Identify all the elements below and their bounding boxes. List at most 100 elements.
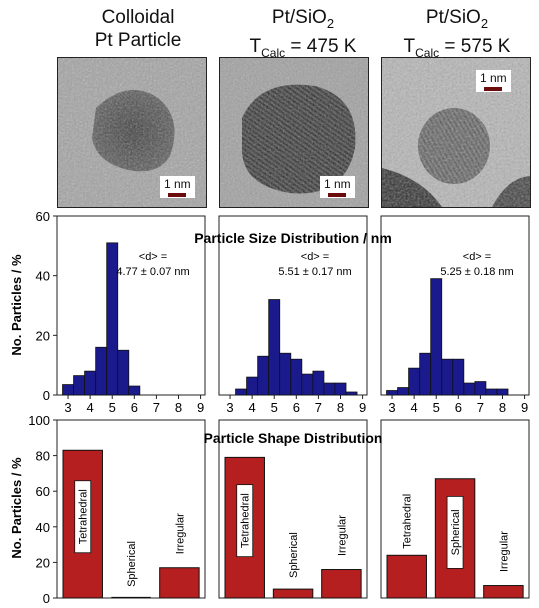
tem-micrograph [382, 58, 530, 207]
shape-chart-title: Particle Shape Distribution [204, 430, 383, 446]
category-label: Irregular [174, 513, 186, 554]
column-title-3-line1: Pt/SiO2 [425, 7, 489, 31]
x-tick-label: 9 [359, 400, 366, 415]
category-label: Irregular [498, 531, 510, 572]
tem-image-475k: 1 nm [219, 57, 369, 208]
x-tick-label: 6 [455, 400, 462, 415]
shape-bar [272, 588, 314, 599]
size-mean-label: <d> = [301, 251, 329, 263]
size-bar [290, 358, 303, 396]
shape-bar [386, 554, 427, 599]
size-mean-label: <d> = [139, 251, 167, 263]
category-label: Tetrahedral [240, 493, 252, 548]
size-bar [345, 391, 358, 396]
size-bar [397, 387, 410, 396]
size-bar [128, 385, 141, 396]
tem-micrograph [220, 58, 368, 207]
size-bar [257, 355, 270, 396]
x-tick-label: 7 [315, 400, 322, 415]
category-label: Tetrahedral [402, 494, 414, 549]
scale-bar-2: 1 nm [320, 176, 355, 198]
category-label: Spherical [126, 541, 138, 587]
size-mean-value: 5.25 ± 0.18 nm [440, 266, 513, 278]
column-title-1-line1: Colloidal [101, 7, 175, 28]
shape-y-axis-label: No. Particles / % [9, 457, 24, 559]
size-panel-frame-1 [56, 215, 206, 396]
size-bar [452, 358, 465, 396]
size-bar [474, 381, 487, 396]
x-tick-label: 6 [131, 400, 138, 415]
size-bar [463, 382, 476, 396]
shape-bar [321, 569, 362, 599]
y-tick-label: 20 [36, 555, 50, 570]
size-bar [408, 367, 421, 396]
y-tick-label: 80 [36, 449, 50, 464]
size-bar [279, 352, 292, 396]
x-tick-label: 8 [337, 400, 344, 415]
size-bar [84, 370, 97, 396]
x-tick-label: 3 [388, 400, 395, 415]
category-label: Tetrahedral [78, 489, 90, 544]
column-title-3-line2: TCalc = 575 K [403, 35, 511, 60]
shape-bar [483, 585, 524, 599]
column-title-1: Colloidal Pt Particle [53, 6, 223, 52]
x-tick-label: 4 [87, 400, 94, 415]
size-bar [323, 382, 336, 396]
x-tick-label: 9 [197, 400, 204, 415]
column-title-1-line2: Pt Particle [94, 30, 182, 51]
size-mean-value: 4.77 ± 0.07 nm [116, 266, 189, 278]
x-tick-label: 5 [433, 400, 440, 415]
y-tick-label: 40 [36, 520, 50, 535]
x-tick-label: 5 [109, 400, 116, 415]
category-label: Spherical [288, 532, 300, 578]
category-label-box [236, 484, 254, 558]
size-bar [235, 388, 248, 396]
scale-bar-3: 1 nm [476, 70, 511, 92]
size-bar [268, 299, 281, 396]
x-tick-label: 3 [226, 400, 233, 415]
size-chart-title: Particle Size Distribution / nm [194, 230, 392, 246]
x-tick-label: 4 [249, 400, 256, 415]
scale-bar-line [328, 193, 347, 197]
y-tick-label: 20 [36, 328, 50, 343]
y-tick-label: 60 [36, 209, 50, 224]
size-bar [430, 278, 443, 396]
x-tick-label: 4 [411, 400, 418, 415]
x-tick-label: 8 [499, 400, 506, 415]
tem-image-colloidal: 1 nm [57, 57, 207, 208]
column-title-3: Pt/SiO2 TCalc = 575 K [372, 6, 539, 65]
size-bar [485, 388, 498, 396]
size-bar [441, 358, 454, 396]
tem-image-575k: 1 nm [381, 57, 531, 208]
size-bar [386, 390, 398, 396]
size-bar [312, 370, 325, 396]
category-label-box [446, 496, 464, 569]
y-tick-label: 40 [36, 269, 50, 284]
size-bar [301, 373, 314, 396]
y-tick-label: 0 [43, 388, 50, 403]
column-title-2-line1: Pt/SiO2 [271, 7, 335, 31]
size-bar [117, 349, 130, 396]
column-title-2: Pt/SiO2 TCalc = 475 K [218, 6, 388, 65]
size-bar [496, 388, 509, 396]
category-label-box [74, 480, 92, 554]
x-tick-label: 3 [64, 400, 71, 415]
scale-bar-line [168, 193, 187, 197]
size-y-axis-label: No. Particles / % [9, 254, 24, 356]
size-bar [246, 376, 259, 396]
size-bar [62, 384, 74, 396]
column-title-2-line2: TCalc = 475 K [249, 35, 357, 60]
size-mean-label: <d> = [463, 251, 491, 263]
size-bar [73, 375, 86, 396]
x-tick-label: 7 [477, 400, 484, 415]
size-bar [334, 382, 347, 396]
category-label: Spherical [450, 509, 462, 555]
size-bar [419, 352, 432, 396]
scale-bar-line [484, 87, 503, 91]
y-tick-label: 100 [28, 413, 50, 428]
x-tick-label: 6 [293, 400, 300, 415]
category-label: Irregular [336, 515, 348, 556]
size-mean-value: 5.51 ± 0.17 nm [278, 266, 351, 278]
x-tick-label: 8 [175, 400, 182, 415]
